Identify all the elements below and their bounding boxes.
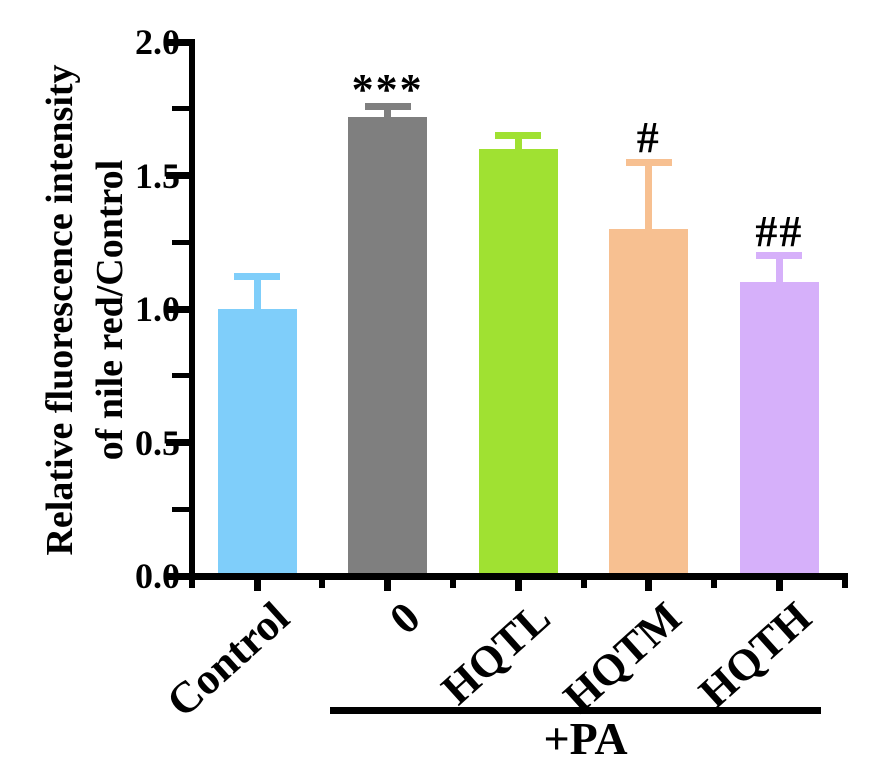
y-axis-major-tick: [166, 305, 189, 313]
bar-hqtl: [478, 148, 558, 578]
x-axis-line: [186, 573, 848, 580]
error-bar-stem-hqth: [775, 255, 783, 286]
error-bar-cap-control: [234, 273, 280, 281]
significance-annotation: ##: [755, 206, 804, 256]
x-axis-minor-tick: [580, 580, 587, 588]
error-bar-stem-0: [384, 106, 392, 120]
x-axis-minor-tick: [188, 580, 195, 588]
pa-group-label: +PA: [543, 713, 628, 764]
y-tick-label: 1.5: [135, 155, 180, 196]
x-axis-major-tick: [775, 580, 783, 591]
bar-hqtm: [609, 228, 689, 578]
y-axis-minor-tick: [172, 373, 189, 379]
y-axis-minor-tick: [172, 106, 189, 112]
error-bar-stem-hqtm: [645, 162, 653, 232]
error-bar-stem-hqtl: [514, 135, 522, 152]
error-bar-cap-hqth: [756, 252, 803, 260]
y-tick-label: 2.0: [135, 22, 180, 62]
x-axis-major-tick: [253, 580, 261, 591]
y-tick-label: 0.5: [135, 422, 180, 463]
error-bar-cap-hqtl: [495, 131, 542, 139]
x-tick-label-hqtm: HQTM: [553, 592, 691, 723]
x-axis-minor-tick: [319, 580, 326, 588]
error-bar-stem-control: [253, 276, 261, 312]
y-axis-major-tick: [166, 172, 189, 179]
pa-group-line: [330, 707, 821, 714]
bar-hqth: [739, 282, 819, 578]
y-axis-major-tick: [166, 572, 189, 580]
bar-control: [217, 309, 297, 578]
x-tick-label-0: 0: [379, 592, 430, 644]
y-tick-label: 0.0: [135, 556, 180, 596]
y-axis-minor-tick: [172, 239, 189, 245]
x-tick-label-control: Control: [157, 592, 299, 727]
y-tick-label: 1.0: [135, 289, 180, 329]
bar-0: [348, 116, 428, 578]
x-axis-major-tick: [384, 580, 392, 591]
x-tick-label-hqth: HQTH: [689, 592, 821, 718]
x-axis-minor-tick: [711, 580, 718, 588]
significance-annotation: #: [636, 113, 661, 163]
error-bar-cap-hqtm: [625, 158, 672, 166]
x-axis-major-tick: [514, 580, 522, 591]
significance-annotation: ***: [351, 65, 424, 115]
x-axis-minor-tick: [449, 580, 456, 588]
x-axis-major-tick: [645, 580, 653, 591]
x-tick-label-hqtl: HQTL: [432, 592, 560, 715]
x-axis-minor-tick: [841, 580, 848, 588]
y-axis-major-tick: [166, 439, 189, 446]
y-axis-major-tick: [166, 38, 189, 46]
y-axis-minor-tick: [172, 506, 189, 512]
error-bar-cap-0: [364, 102, 411, 110]
y-axis-line: [189, 39, 195, 580]
